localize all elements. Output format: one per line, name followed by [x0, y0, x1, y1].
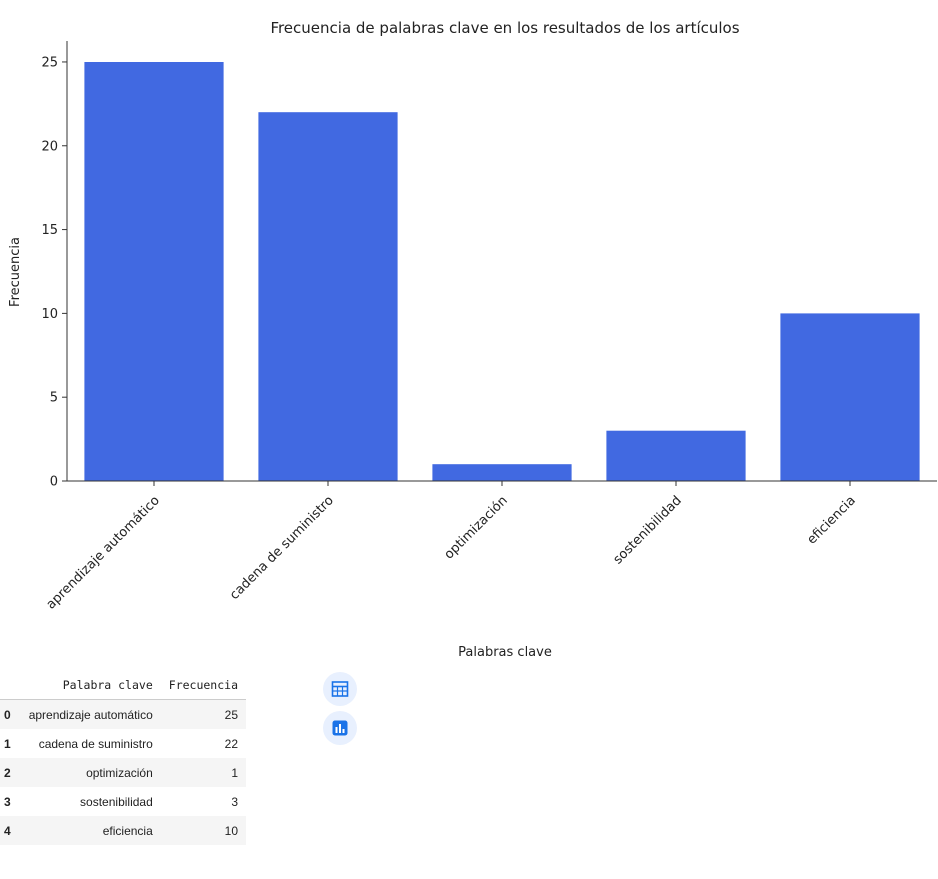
bar-chart-icon — [332, 720, 348, 736]
frequency-cell: 22 — [224, 736, 239, 751]
table-header-row: Palabra clave Frecuencia — [0, 672, 247, 700]
table-row: 4 eficiencia 10 — [0, 816, 247, 845]
frequency-cell: 25 — [224, 707, 239, 722]
keyword-cell: aprendizaje automático — [28, 707, 153, 722]
y-tick-label: 25 — [41, 55, 58, 70]
bar-chart: Frecuencia de palabras clave en los resu… — [8, 19, 937, 660]
frequency-cell: 10 — [224, 823, 239, 838]
bar — [606, 430, 746, 481]
data-table: Palabra clave Frecuencia 0 aprendizaje a… — [0, 672, 247, 845]
index-header — [0, 672, 21, 700]
row-index: 0 — [4, 707, 11, 722]
chart-suggest-button[interactable] — [323, 711, 357, 745]
column-header-frequency: Frecuencia — [160, 672, 247, 700]
table-row: 3 sostenibilidad 3 — [0, 787, 247, 816]
chart-title: Frecuencia de palabras clave en los resu… — [270, 19, 739, 37]
bar — [258, 112, 398, 481]
row-index: 1 — [4, 736, 11, 751]
table-row: 0 aprendizaje automático 25 — [0, 699, 247, 729]
y-tick-label: 5 — [50, 391, 58, 406]
y-tick-label: 20 — [41, 139, 58, 154]
x-tick-label: sostenibilidad — [611, 493, 685, 567]
y-tick-label: 0 — [50, 475, 58, 490]
y-axis-label: Frecuencia — [8, 237, 23, 307]
frequency-cell: 1 — [231, 765, 239, 780]
table-icon — [331, 681, 349, 697]
row-index: 2 — [4, 765, 11, 780]
x-axis-label: Palabras clave — [458, 645, 552, 660]
table-row: 2 optimización 1 — [0, 758, 247, 787]
y-tick-label: 10 — [41, 307, 58, 322]
keyword-cell: eficiencia — [102, 823, 153, 838]
bar — [432, 464, 572, 481]
row-index: 4 — [4, 823, 11, 838]
x-tick-label: cadena de suministro — [227, 493, 337, 603]
frequency-cell: 3 — [231, 794, 239, 809]
bar — [780, 313, 920, 481]
table-view-button[interactable] — [323, 672, 357, 706]
table-row: 1 cadena de suministro 22 — [0, 729, 247, 758]
x-tick-label: aprendizaje automático — [44, 493, 163, 612]
column-header-keyword: Palabra clave — [20, 672, 161, 700]
x-tick-label: eficiencia — [804, 493, 858, 547]
keyword-cell: cadena de suministro — [38, 736, 153, 751]
keyword-cell: optimización — [86, 765, 153, 780]
bar — [84, 62, 224, 481]
x-tick-label: optimización — [442, 493, 511, 562]
keyword-cell: sostenibilidad — [80, 794, 153, 809]
y-tick-label: 15 — [41, 223, 58, 238]
row-index: 3 — [4, 794, 11, 809]
